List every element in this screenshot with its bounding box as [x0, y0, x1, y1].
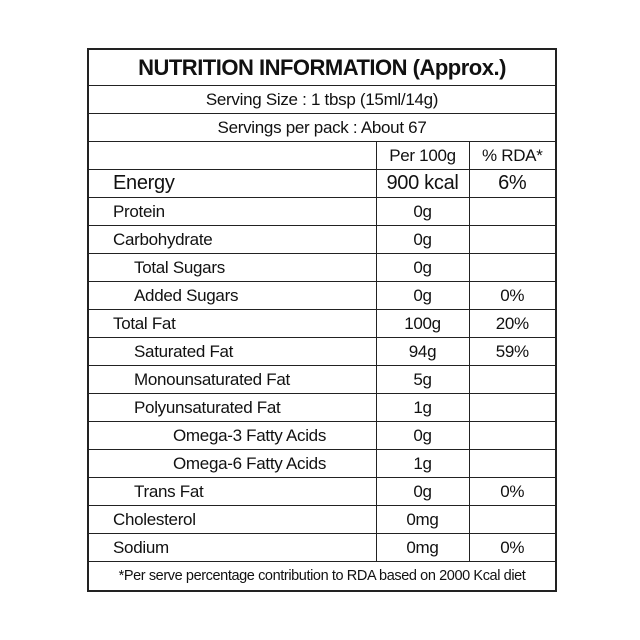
nutrient-row: Polyunsaturated Fat 1g	[87, 393, 557, 422]
nutrient-name: Total Sugars	[87, 253, 377, 282]
rda: 0%	[468, 533, 557, 562]
rda: 20%	[468, 309, 557, 338]
nutrient-row: Total Fat 100g 20%	[87, 309, 557, 338]
nutrient-name: Polyunsaturated Fat	[87, 393, 377, 422]
rda	[468, 253, 557, 282]
nutrient-name: Saturated Fat	[87, 337, 377, 366]
nutrition-table: NUTRITION INFORMATION (Approx.) Serving …	[87, 48, 558, 592]
rda: 0%	[468, 281, 557, 310]
per-100g: 1g	[375, 393, 470, 422]
servings-per-pack: Servings per pack : About 67	[87, 113, 557, 142]
nutrient-name: Omega-3 Fatty Acids	[87, 421, 377, 450]
footnote: *Per serve percentage contribution to RD…	[87, 561, 557, 592]
rda	[468, 421, 557, 450]
nutrient-row: Added Sugars 0g 0%	[87, 281, 557, 310]
nutrient-name: Omega-6 Fatty Acids	[87, 449, 377, 478]
nutrient-row: Carbohydrate 0g	[87, 225, 557, 254]
serving-size: Serving Size : 1 tbsp (15ml/14g)	[87, 85, 557, 114]
nutrient-name: Protein	[87, 197, 377, 226]
rda	[468, 505, 557, 534]
nutrient-row: Energy 900 kcal 6%	[87, 169, 557, 198]
per-100g: 0mg	[375, 505, 470, 534]
per-100g: 0g	[375, 225, 470, 254]
nutrient-name: Sodium	[87, 533, 377, 562]
rda: 0%	[468, 477, 557, 506]
per-100g: 900 kcal	[375, 169, 470, 198]
per-100g: 5g	[375, 365, 470, 394]
per-100g: 0mg	[375, 533, 470, 562]
nutrient-row: Omega-6 Fatty Acids 1g	[87, 449, 557, 478]
nutrient-row: Cholesterol 0mg	[87, 505, 557, 534]
nutrient-name: Total Fat	[87, 309, 377, 338]
rda	[468, 393, 557, 422]
column-header: Per 100g	[375, 141, 470, 170]
per-100g: 100g	[375, 309, 470, 338]
nutrient-row: Trans Fat 0g 0%	[87, 477, 557, 506]
rda: 6%	[468, 169, 557, 198]
rda: 59%	[468, 337, 557, 366]
nutrient-row: Total Sugars 0g	[87, 253, 557, 282]
nutrition-label: NUTRITION INFORMATION (Approx.) Serving …	[87, 48, 558, 592]
per-100g: 0g	[375, 281, 470, 310]
per-100g: 1g	[375, 449, 470, 478]
rda	[468, 225, 557, 254]
footnote-row: *Per serve percentage contribution to RD…	[87, 561, 557, 592]
nutrient-row: Sodium 0mg 0%	[87, 533, 557, 562]
header-blank	[87, 141, 377, 170]
rda	[468, 197, 557, 226]
nutrient-name: Monounsaturated Fat	[87, 365, 377, 394]
rda	[468, 365, 557, 394]
nutrient-row: Monounsaturated Fat 5g	[87, 365, 557, 394]
per-100g: 94g	[375, 337, 470, 366]
nutrient-name: Cholesterol	[87, 505, 377, 534]
column-header: % RDA*	[468, 141, 557, 170]
per-100g: 0g	[375, 477, 470, 506]
per-100g: 0g	[375, 253, 470, 282]
nutrient-row: Saturated Fat 94g 59%	[87, 337, 557, 366]
rda	[468, 449, 557, 478]
per-100g: 0g	[375, 197, 470, 226]
title: NUTRITION INFORMATION (Approx.)	[87, 48, 557, 86]
nutrient-name: Energy	[87, 169, 377, 198]
nutrient-row: Omega-3 Fatty Acids 0g	[87, 421, 557, 450]
per-100g: 0g	[375, 421, 470, 450]
nutrient-row: Protein 0g	[87, 197, 557, 226]
nutrient-name: Trans Fat	[87, 477, 377, 506]
nutrient-name: Added Sugars	[87, 281, 377, 310]
nutrient-name: Carbohydrate	[87, 225, 377, 254]
